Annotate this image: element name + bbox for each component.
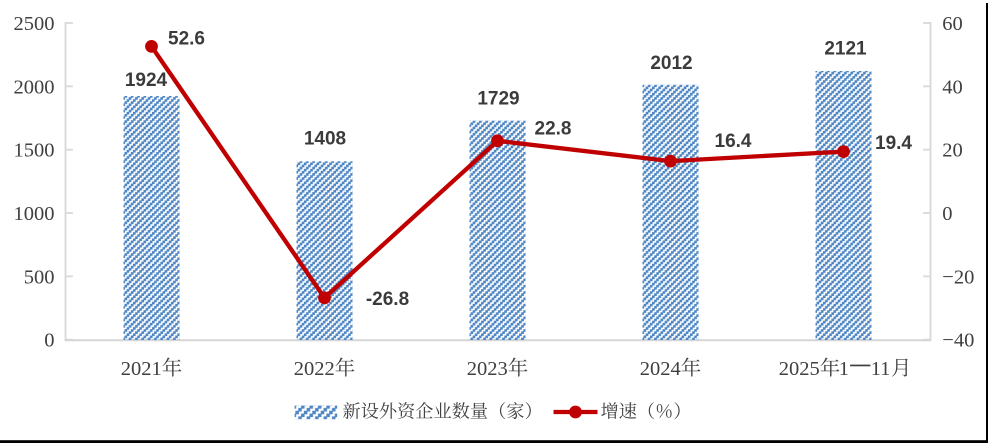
svg-text:2025: 2025 <box>779 358 820 380</box>
svg-text:2022: 2022 <box>294 358 335 380</box>
svg-text:19.4: 19.4 <box>875 133 912 154</box>
svg-text:11: 11 <box>871 358 891 380</box>
svg-text:1000: 1000 <box>14 203 55 225</box>
svg-text:−20: −20 <box>942 266 974 288</box>
svg-text:60: 60 <box>942 13 963 35</box>
svg-text:1500: 1500 <box>14 140 55 162</box>
svg-text:1924: 1924 <box>125 70 168 91</box>
svg-text:2121: 2121 <box>824 39 867 60</box>
svg-text:1408: 1408 <box>304 129 346 150</box>
svg-text:1: 1 <box>839 358 849 380</box>
svg-text:2012: 2012 <box>650 53 692 74</box>
svg-text:2021: 2021 <box>121 358 162 380</box>
svg-text:−40: −40 <box>942 330 974 352</box>
svg-text:2023: 2023 <box>467 358 508 380</box>
svg-text:40: 40 <box>942 76 963 98</box>
svg-text:22.8: 22.8 <box>535 119 572 140</box>
svg-text:2000: 2000 <box>14 76 55 98</box>
svg-text:16.4: 16.4 <box>715 131 752 152</box>
svg-text:-26.8: -26.8 <box>366 289 409 310</box>
svg-text:2024: 2024 <box>640 358 681 380</box>
svg-text:0: 0 <box>44 330 54 352</box>
svg-text:500: 500 <box>24 266 55 288</box>
svg-text:2500: 2500 <box>14 13 55 35</box>
svg-text:1729: 1729 <box>477 89 519 110</box>
svg-text:0: 0 <box>942 203 952 225</box>
svg-text:20: 20 <box>942 140 963 162</box>
svg-text:52.6: 52.6 <box>168 29 205 50</box>
